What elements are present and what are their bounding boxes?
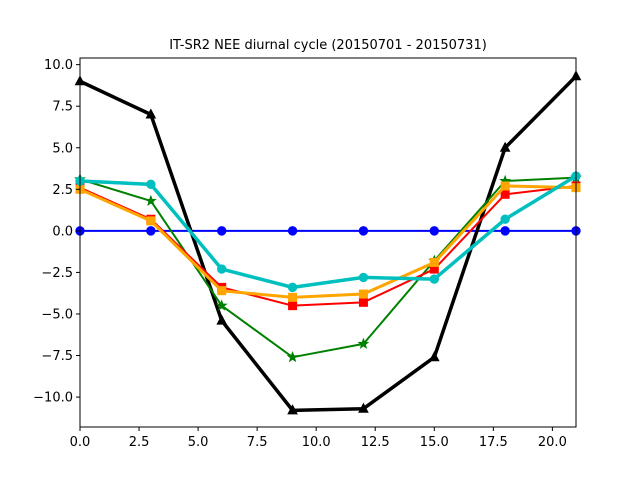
data-point: [217, 286, 227, 296]
x-tick-label: 2.5: [129, 435, 150, 450]
data-point: [500, 214, 510, 224]
series-1: [74, 70, 582, 415]
data-point: [146, 216, 156, 226]
data-point: [287, 282, 298, 293]
x-tick-label: 17.5: [479, 435, 508, 450]
data-point: [499, 141, 511, 152]
data-point: [500, 181, 510, 191]
data-point: [144, 194, 157, 206]
x-tick-label: 0.0: [70, 435, 91, 450]
data-point: [358, 226, 369, 236]
data-point: [215, 299, 228, 311]
data-point: [146, 179, 156, 190]
data-point: [429, 257, 439, 267]
series-layer: [74, 70, 582, 415]
data-point: [146, 226, 156, 236]
data-point: [358, 402, 369, 413]
data-point: [145, 108, 157, 119]
x-tick-label: 15.0: [420, 435, 449, 450]
series-line: [79, 75, 578, 413]
y-tick-label: −10.0: [33, 391, 73, 406]
plot-area: [80, 58, 576, 427]
data-point: [287, 404, 298, 415]
data-point: [217, 264, 227, 274]
data-point: [288, 301, 298, 311]
y-tick-label: 0.0: [52, 224, 73, 239]
x-tick-label: 20.0: [538, 435, 567, 450]
data-point: [286, 350, 299, 363]
x-tick-label: 12.5: [361, 435, 390, 450]
data-point: [358, 297, 368, 307]
y-tick-label: −5.0: [41, 307, 73, 322]
data-point: [500, 226, 510, 236]
data-point: [288, 292, 298, 302]
data-point: [358, 289, 368, 299]
series-line: [79, 174, 577, 290]
y-tick-label: 7.5: [52, 100, 73, 115]
plot-frame: [79, 57, 577, 428]
data-point: [429, 274, 439, 284]
y-tick-label: 5.0: [52, 141, 73, 156]
data-point: [500, 189, 510, 199]
data-point: [429, 226, 439, 236]
x-tick-label: 7.5: [247, 435, 268, 450]
data-point: [216, 314, 228, 325]
series-line: [79, 184, 577, 299]
series-line: [79, 176, 577, 359]
data-point: [428, 351, 440, 362]
x-tick-label: 5.0: [188, 435, 209, 450]
data-point: [357, 337, 370, 349]
y-tick-label: −7.5: [41, 349, 73, 364]
data-point: [358, 272, 369, 283]
chart-title: IT-SR2 NEE diurnal cycle (20150701 - 201…: [169, 38, 487, 53]
y-tick-label: −2.5: [41, 266, 73, 281]
data-point: [287, 226, 298, 236]
data-point: [217, 226, 227, 236]
axes-layer: 0.0 2.5 5.0 7.5 10.0 12.5 15.0 17.5 20.0 10.0 7.5 5…: [33, 58, 567, 450]
y-tick-label: 2.5: [52, 183, 73, 198]
y-tick-label: 10.0: [44, 58, 73, 73]
x-tick-label: 10.0: [302, 435, 331, 450]
